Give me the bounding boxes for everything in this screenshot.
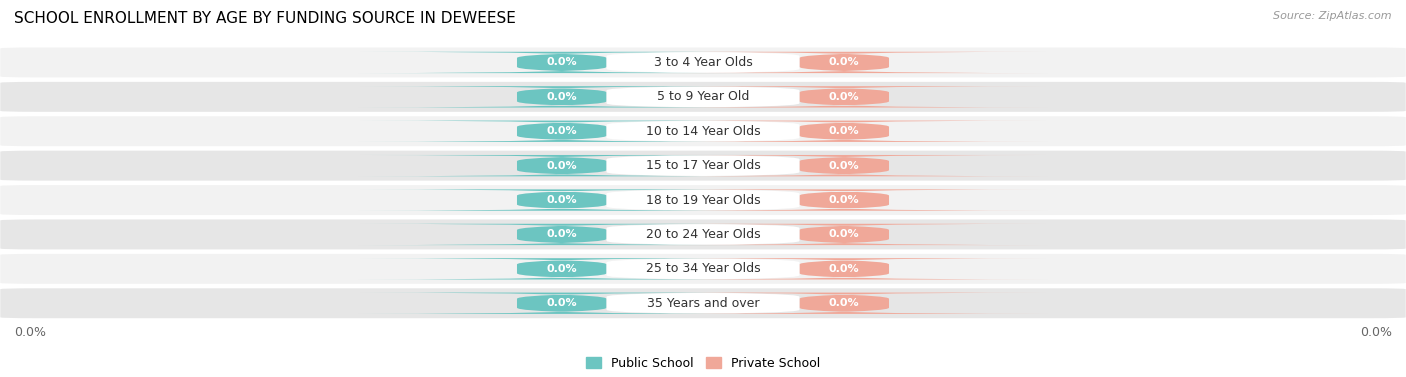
FancyBboxPatch shape <box>0 219 1406 250</box>
FancyBboxPatch shape <box>0 116 1406 146</box>
Text: 0.0%: 0.0% <box>547 126 576 136</box>
FancyBboxPatch shape <box>0 151 1406 181</box>
FancyBboxPatch shape <box>606 155 800 176</box>
Text: 0.0%: 0.0% <box>830 195 859 205</box>
FancyBboxPatch shape <box>641 155 1047 176</box>
Text: 3 to 4 Year Olds: 3 to 4 Year Olds <box>654 56 752 69</box>
FancyBboxPatch shape <box>606 121 800 142</box>
Text: 25 to 34 Year Olds: 25 to 34 Year Olds <box>645 262 761 275</box>
Text: 0.0%: 0.0% <box>830 264 859 274</box>
Text: 0.0%: 0.0% <box>547 264 576 274</box>
FancyBboxPatch shape <box>359 155 765 176</box>
FancyBboxPatch shape <box>359 86 765 107</box>
FancyBboxPatch shape <box>641 258 1047 279</box>
FancyBboxPatch shape <box>606 189 800 211</box>
Text: 0.0%: 0.0% <box>547 230 576 239</box>
Text: 0.0%: 0.0% <box>547 57 576 67</box>
FancyBboxPatch shape <box>606 258 800 279</box>
Text: 0.0%: 0.0% <box>830 298 859 308</box>
Text: 0.0%: 0.0% <box>14 326 46 339</box>
Text: 0.0%: 0.0% <box>1360 326 1392 339</box>
Text: SCHOOL ENROLLMENT BY AGE BY FUNDING SOURCE IN DEWEESE: SCHOOL ENROLLMENT BY AGE BY FUNDING SOUR… <box>14 11 516 26</box>
FancyBboxPatch shape <box>641 189 1047 211</box>
FancyBboxPatch shape <box>606 224 800 245</box>
Text: 5 to 9 Year Old: 5 to 9 Year Old <box>657 90 749 103</box>
FancyBboxPatch shape <box>359 52 765 73</box>
Text: 0.0%: 0.0% <box>830 230 859 239</box>
FancyBboxPatch shape <box>0 288 1406 318</box>
FancyBboxPatch shape <box>606 86 800 107</box>
FancyBboxPatch shape <box>359 224 765 245</box>
FancyBboxPatch shape <box>359 258 765 279</box>
FancyBboxPatch shape <box>641 52 1047 73</box>
Legend: Public School, Private School: Public School, Private School <box>581 352 825 375</box>
Text: 20 to 24 Year Olds: 20 to 24 Year Olds <box>645 228 761 241</box>
FancyBboxPatch shape <box>359 189 765 211</box>
Text: Source: ZipAtlas.com: Source: ZipAtlas.com <box>1274 11 1392 21</box>
Text: 0.0%: 0.0% <box>547 92 576 102</box>
FancyBboxPatch shape <box>641 121 1047 142</box>
FancyBboxPatch shape <box>606 293 800 314</box>
Text: 15 to 17 Year Olds: 15 to 17 Year Olds <box>645 159 761 172</box>
Text: 0.0%: 0.0% <box>830 92 859 102</box>
Text: 0.0%: 0.0% <box>830 126 859 136</box>
FancyBboxPatch shape <box>606 52 800 73</box>
FancyBboxPatch shape <box>641 293 1047 314</box>
Text: 0.0%: 0.0% <box>830 161 859 171</box>
FancyBboxPatch shape <box>359 121 765 142</box>
Text: 0.0%: 0.0% <box>830 57 859 67</box>
FancyBboxPatch shape <box>0 82 1406 112</box>
FancyBboxPatch shape <box>0 48 1406 77</box>
Text: 35 Years and over: 35 Years and over <box>647 297 759 310</box>
Text: 0.0%: 0.0% <box>547 195 576 205</box>
Text: 0.0%: 0.0% <box>547 298 576 308</box>
FancyBboxPatch shape <box>0 254 1406 284</box>
Text: 10 to 14 Year Olds: 10 to 14 Year Olds <box>645 125 761 138</box>
FancyBboxPatch shape <box>0 185 1406 215</box>
FancyBboxPatch shape <box>359 293 765 314</box>
FancyBboxPatch shape <box>641 86 1047 107</box>
Text: 0.0%: 0.0% <box>547 161 576 171</box>
Text: 18 to 19 Year Olds: 18 to 19 Year Olds <box>645 193 761 207</box>
FancyBboxPatch shape <box>641 224 1047 245</box>
